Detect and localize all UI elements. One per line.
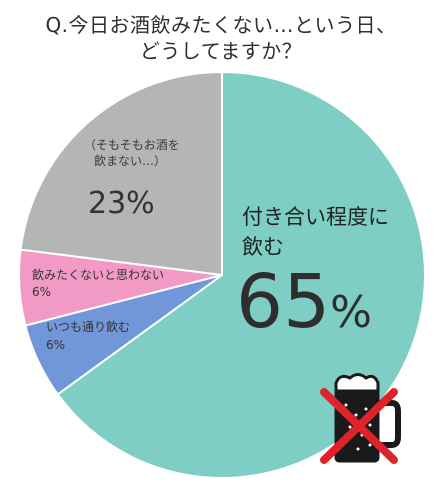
slice-label-main: 付き合い程度に 飲む (242, 202, 389, 262)
chart-title-line1: Q.今日お酒飲みたくない…という日、 (45, 13, 397, 37)
chart-title: Q.今日お酒飲みたくない…という日、 どうしてますか？ (0, 12, 442, 64)
slice-value-main-number: 65 (236, 259, 331, 345)
slice-label-blue: いつも通り飲む (46, 320, 131, 334)
cross-icon (320, 388, 398, 464)
slice-value-pink: 6% (32, 285, 52, 299)
slice-value-gray: 23% (88, 186, 155, 221)
pie-slice-main (56, 70, 426, 479)
slice-value-main: 65% (236, 262, 372, 353)
slice-value-blue: 6% (46, 338, 66, 352)
pie-slice-gray (19, 70, 223, 277)
slice-label-gray-line1: （そもそもお酒を (84, 138, 180, 152)
slice-label-gray-line2: 飲まない…） (94, 154, 167, 168)
pie-slices (18, 70, 426, 479)
slice-value-main-unit: % (330, 287, 372, 338)
chart-title-line2: どうしてますか？ (139, 39, 303, 63)
slice-label-gray: （そもそもお酒を 飲まない…） (84, 137, 180, 169)
slice-label-main-line2: 飲む (242, 235, 284, 259)
slice-label-pink: 飲みたくないと思わない (32, 268, 165, 282)
slice-label-main-line1: 付き合い程度に (242, 205, 389, 229)
